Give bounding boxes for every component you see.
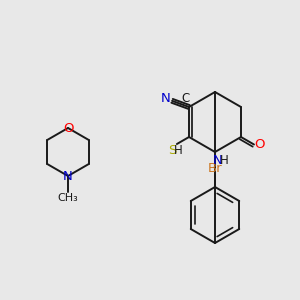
Text: N: N (213, 154, 223, 166)
Text: O: O (255, 138, 265, 151)
Text: N: N (63, 169, 73, 182)
Text: Br: Br (208, 163, 222, 176)
Text: N: N (161, 92, 171, 105)
Text: H: H (173, 145, 182, 158)
Text: H: H (220, 154, 228, 166)
Text: S: S (168, 143, 176, 157)
Text: CH₃: CH₃ (58, 193, 78, 203)
Text: O: O (63, 122, 73, 134)
Text: C: C (181, 92, 189, 104)
